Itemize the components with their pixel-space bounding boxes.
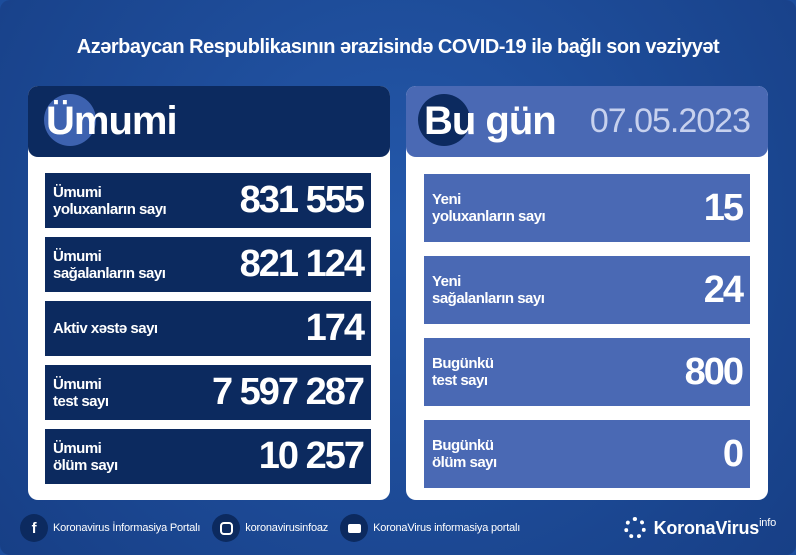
stat-label: Aktiv xəstə sayı (53, 320, 158, 337)
stat-row-new-infected: Yeni yoluxanların sayı 15 (424, 174, 750, 242)
footer-youtube: KoronaVirus informasiya portalı (373, 522, 521, 534)
today-rows-3-value: 0 (722, 432, 744, 475)
date-label: 07.05.2023 (589, 102, 751, 140)
total-rows-3-label2: test sayı (53, 392, 109, 410)
instagram-icon (212, 514, 241, 542)
youtube-link[interactable]: KoronaVirus informasiya portalı (340, 514, 520, 542)
stat-label: Yeni yoluxanların sayı (432, 191, 546, 225)
total-rows-0-label2: yoluxanların sayı (53, 200, 167, 218)
total-rows-3-label1: Ümumi (53, 375, 102, 393)
total-rows-1-value: 821 124 (239, 243, 365, 285)
stat-label: Bugünkü ölüm sayı (432, 437, 497, 471)
today-title: Bu gün (424, 99, 557, 143)
stat-label: Ümumi yoluxanların sayı (53, 183, 167, 218)
total-rows-1-label1: Ümumi (53, 247, 102, 265)
stat-row-today-tests: Bugünkü test sayı 800 (424, 338, 750, 406)
koronavirus-logo: KoronaVirus info (623, 517, 776, 539)
stat-label: Ümumi test sayı (53, 376, 109, 410)
total-rows-0-label1: Ümumi (53, 183, 102, 201)
stat-row-new-recovered: Yeni sağalanların sayı 24 (424, 256, 750, 324)
stat-label: Ümumi sağalanların sayı (53, 247, 166, 282)
total-rows-3-value: 7 597 287 (211, 371, 365, 413)
today-rows-0-label1: Yeni (432, 191, 461, 208)
today-panel: Bu gün 07.05.2023 Yeni yoluxanların sayı 1… (406, 86, 768, 500)
total-rows-4-value: 10 257 (258, 435, 365, 477)
page-title: Azərbaycan Respublikasının ərazisində CO… (0, 36, 796, 59)
footer-instagram: koronavirusinfoaz (245, 522, 329, 534)
footer-facebook: Koronavirus İnformasiya Portalı (53, 522, 201, 534)
facebook-link[interactable]: f Koronavirus İnformasiya Portalı (20, 514, 200, 542)
footer-brand: KoronaVirus (653, 517, 760, 538)
today-rows-3-label2: ölüm sayı (432, 454, 497, 471)
today-rows-0-value: 15 (703, 186, 744, 229)
stat-row-total-recovered: Ümumi sağalanların sayı 821 124 (45, 237, 371, 292)
facebook-icon: f (20, 514, 48, 542)
total-panel: Ümumi Ümumi yoluxanların sayı 831 555 Ümum… (28, 86, 390, 500)
today-rows-2-value: 800 (684, 350, 744, 393)
total-rows-4-label2: ölüm sayı (53, 456, 118, 474)
today-rows-2-label2: test sayı (432, 372, 488, 389)
stat-row-today-deaths: Bugünkü ölüm sayı 0 (424, 420, 750, 488)
instagram-link[interactable]: koronavirusinfoaz (212, 514, 328, 542)
today-header: Bu gün 07.05.2023 (406, 86, 768, 157)
total-header: Ümumi (28, 86, 390, 157)
footer-brand_sup: info (759, 517, 776, 529)
virus-logo-icon (623, 517, 646, 539)
virus-icon (44, 94, 96, 146)
stat-label: Ümumi ölüm sayı (53, 440, 118, 474)
stat-label: Bugünkü test sayı (432, 355, 494, 389)
stat-row-total-infected: Ümumi yoluxanların sayı 831 555 (45, 173, 371, 228)
stat-label: Yeni sağalanların sayı (432, 273, 545, 307)
today-rows-0-label2: yoluxanların sayı (432, 208, 546, 225)
today-rows-3-label1: Bugünkü (432, 437, 494, 454)
total-rows-2-label1: Aktiv xəstə sayı (53, 320, 158, 337)
total-rows-4-label1: Ümumi (53, 439, 102, 457)
today-rows-1-label2: sağalanların sayı (432, 290, 545, 307)
today-rows-1-value: 24 (703, 268, 744, 311)
youtube-icon (340, 514, 369, 542)
title: Azərbaycan Respublikasının ərazisində CO… (76, 36, 720, 58)
total-rows-2-value: 174 (305, 307, 365, 349)
stat-row-total-tests: Ümumi test sayı 7 597 287 (45, 365, 371, 420)
virus-icon (418, 94, 470, 146)
stat-row-active: Aktiv xəstə sayı 174 (45, 301, 371, 356)
today-rows-2-label1: Bugünkü (432, 355, 494, 372)
today-rows-1-label1: Yeni (432, 273, 461, 290)
total-rows-0-value: 831 555 (239, 179, 365, 221)
total-rows-1-label2: sağalanların sayı (53, 264, 166, 282)
total-title: Ümumi (46, 99, 178, 143)
stat-row-total-deaths: Ümumi ölüm sayı 10 257 (45, 429, 371, 484)
footer: f Koronavirus İnformasiya Portalı koronav… (20, 510, 776, 546)
